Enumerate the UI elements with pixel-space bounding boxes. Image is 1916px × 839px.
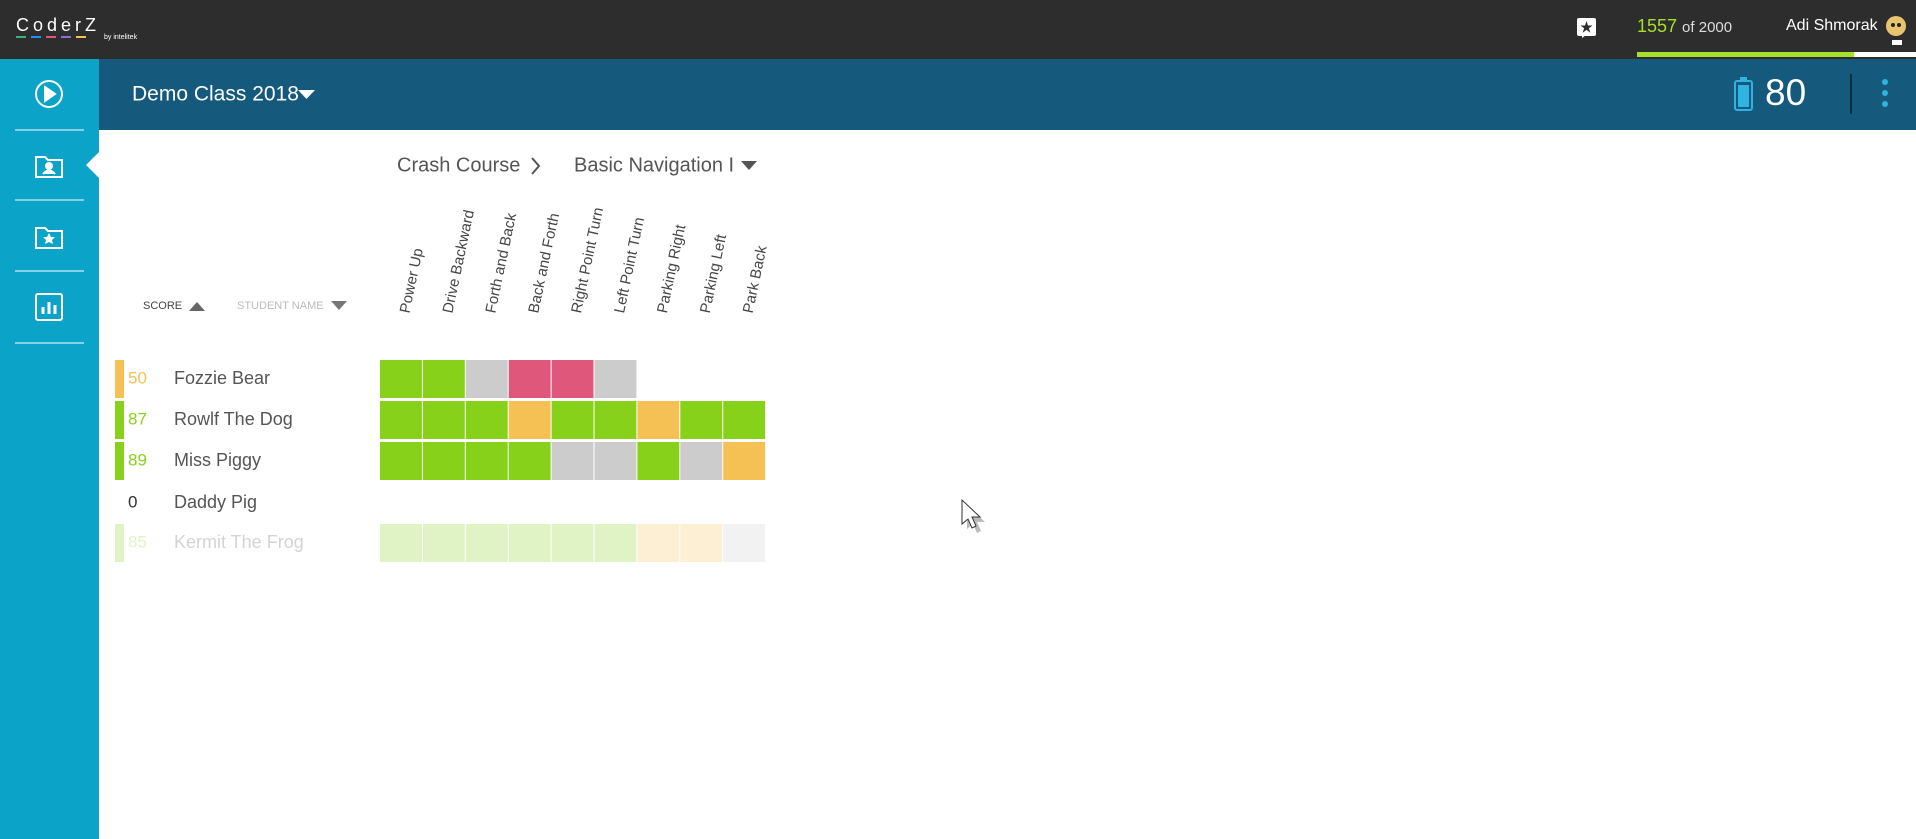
mission-cell (422, 524, 465, 562)
sort-score[interactable]: SCORE (143, 300, 182, 312)
class-header (99, 59, 1916, 130)
mission-cell (380, 442, 422, 480)
score: 87 (128, 409, 147, 428)
mission-cell (465, 442, 508, 480)
mission-cell (594, 442, 637, 480)
mission-cell (422, 442, 465, 480)
mission-cell (380, 401, 422, 439)
cursor (961, 498, 985, 533)
mission-cell (594, 360, 637, 398)
points-max: of 2000 (1682, 19, 1732, 36)
student-row: 50 Fozzie Bear (115, 360, 637, 398)
sort-name-arrow[interactable] (331, 301, 347, 310)
sidebar-icons[interactable] (35, 80, 63, 321)
mission-cell (723, 524, 766, 562)
student-name[interactable]: Fozzie Bear (174, 368, 270, 388)
sort-score-arrow[interactable] (189, 302, 205, 311)
student-row: 89 Miss Piggy (115, 442, 766, 480)
mission-cell (551, 401, 594, 439)
mission-cell (637, 401, 680, 439)
sidebar (0, 59, 99, 839)
mission-cell (422, 360, 465, 398)
student-row: 0 Daddy Pig (128, 492, 257, 512)
mission-cell (422, 401, 465, 439)
mission-cell (551, 442, 594, 480)
logo[interactable]: CoderZ (16, 15, 100, 35)
class-caret[interactable] (298, 90, 315, 99)
score-bar (115, 442, 124, 480)
mission-cell (594, 524, 637, 562)
logo-sub: by intelitek (104, 34, 138, 41)
battery-icon (1734, 77, 1753, 111)
breadcrumb-chapter[interactable]: Basic Navigation I (574, 154, 734, 176)
mission-cell (551, 524, 594, 562)
mission-cell (508, 401, 551, 439)
student-name[interactable]: Miss Piggy (174, 450, 261, 470)
mission-cell (380, 360, 422, 398)
battery-value: 80 (1765, 72, 1806, 113)
logo-underline (16, 36, 86, 38)
sidebar-separators (15, 129, 84, 344)
notification-icon[interactable] (1577, 18, 1596, 38)
student-name[interactable]: Rowlf The Dog (174, 409, 293, 429)
score: 85 (128, 532, 147, 551)
top-bar (0, 0, 1916, 59)
score: 89 (128, 450, 147, 469)
active-indicator (86, 152, 99, 178)
mission-cell (637, 524, 680, 562)
score: 0 (128, 492, 137, 511)
mission-cell (508, 360, 551, 398)
score-bar (115, 401, 124, 439)
user-name[interactable]: Adi Shmorak (1786, 17, 1879, 34)
breadcrumb-chevron (531, 157, 541, 175)
mission-cell (637, 442, 680, 480)
mission-cell (380, 524, 422, 562)
avatar[interactable] (1886, 16, 1906, 45)
chapter-caret[interactable] (741, 161, 757, 170)
mission-cell (680, 442, 723, 480)
mission-cell (465, 401, 508, 439)
mission-cell (723, 401, 766, 439)
mission-cell (465, 524, 508, 562)
student-row: 85 Kermit The Frog (115, 524, 766, 562)
mission-cell (723, 442, 766, 480)
score: 50 (128, 368, 147, 387)
student-row: 87 Rowlf The Dog (115, 401, 766, 439)
breadcrumb-course[interactable]: Crash Course (397, 154, 520, 176)
mission-cell (508, 442, 551, 480)
class-name[interactable]: Demo Class 2018 (132, 83, 299, 106)
score-bar (115, 524, 124, 562)
progress-fill (1637, 52, 1855, 57)
student-name[interactable]: Kermit The Frog (174, 532, 304, 552)
menu-button[interactable] (1882, 79, 1888, 107)
score-bar (115, 360, 124, 398)
mission-cell (680, 524, 723, 562)
mission-cell (594, 401, 637, 439)
mission-cell (508, 524, 551, 562)
points: 1557 (1637, 16, 1677, 36)
mission-cell (465, 360, 508, 398)
mission-cell (680, 401, 723, 439)
mission-cell (551, 360, 594, 398)
sort-name[interactable]: STUDENT NAME (237, 300, 324, 312)
student-name[interactable]: Daddy Pig (174, 492, 257, 512)
